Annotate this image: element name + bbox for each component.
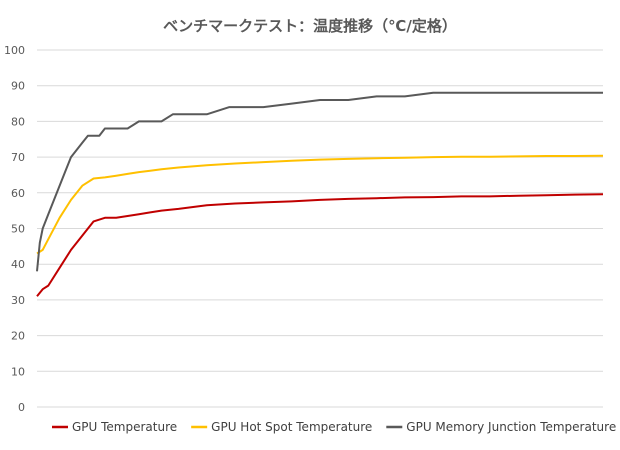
- legend-item-2: GPU Memory Junction Temperature: [386, 420, 616, 434]
- series-lines: [36, 91, 604, 297]
- legend-label: GPU Hot Spot Temperature: [211, 420, 372, 434]
- legend: GPU Temperature GPU Hot Spot Temperature G…: [52, 420, 616, 434]
- y-tick-label: 50: [11, 223, 25, 236]
- legend-item-0: GPU Temperature: [52, 420, 177, 434]
- legend-label: GPU Temperature: [72, 420, 177, 434]
- y-tick-label: 70: [11, 151, 25, 164]
- y-tick-label: 100: [4, 44, 25, 57]
- legend-label: GPU Memory Junction Temperature: [406, 420, 616, 434]
- series-line-2: [36, 91, 603, 272]
- y-tick-label: 60: [11, 187, 25, 200]
- y-tick-label: 90: [11, 80, 25, 93]
- y-tick-label: 80: [11, 115, 25, 128]
- grid-lines: [37, 49, 603, 408]
- y-tick-label: 10: [11, 365, 25, 378]
- series-line-1: [36, 154, 604, 255]
- y-axis-ticks: 0 10 20 30 40 50 60 70 80 90 100: [4, 44, 25, 414]
- y-tick-label: 40: [11, 258, 25, 271]
- legend-item-1: GPU Hot Spot Temperature: [191, 420, 372, 434]
- chart-title: ベンチマークテスト：温度推移（℃/定格）: [163, 17, 457, 35]
- series-line-0: [36, 193, 604, 297]
- y-tick-label: 0: [18, 401, 25, 414]
- y-tick-label: 30: [11, 294, 25, 307]
- y-tick-label: 20: [11, 330, 25, 343]
